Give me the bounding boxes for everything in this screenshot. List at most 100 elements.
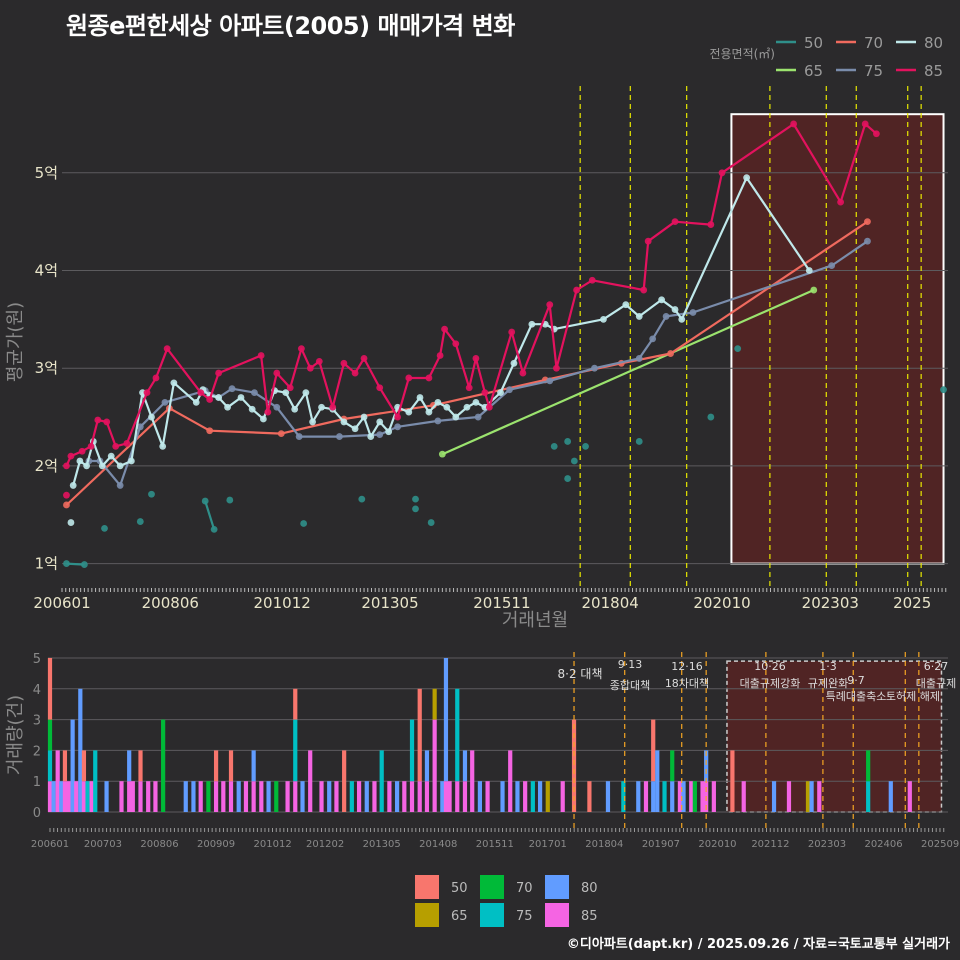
legend-swatch-bottom-70 <box>480 875 504 899</box>
data-point-80 <box>360 413 368 421</box>
x-tick-label-bottom: 201511 <box>476 839 514 850</box>
bar-85 <box>127 781 132 812</box>
data-point-75 <box>662 313 670 320</box>
x-tick-label-bottom: 202112 <box>751 839 789 850</box>
bar-85 <box>153 781 158 812</box>
legend-label-bottom-80: 80 <box>581 881 598 896</box>
bar-50 <box>342 750 347 812</box>
data-point-80 <box>170 379 178 387</box>
bar-85 <box>409 781 415 812</box>
x-tick-label-bottom: 202406 <box>864 839 902 850</box>
bar-85 <box>485 781 490 812</box>
bar-50 <box>730 750 735 812</box>
data-point-70 <box>63 501 70 509</box>
legend-label-70: 70 <box>864 34 883 52</box>
bar-65 <box>805 781 811 812</box>
data-point-80 <box>302 389 310 397</box>
bar-85 <box>146 781 151 812</box>
data-point-50 <box>201 497 209 505</box>
bar-75 <box>866 781 871 812</box>
bar-85 <box>251 781 256 812</box>
bar-85 <box>443 781 449 812</box>
x-tick-label-bottom: 202509 <box>921 839 959 850</box>
legend-label-bottom-50: 50 <box>451 881 468 896</box>
data-point-80 <box>237 394 245 401</box>
bar-85 <box>643 781 649 812</box>
bar-85 <box>308 750 313 812</box>
data-point-85 <box>286 384 294 392</box>
bar-80 <box>327 781 332 812</box>
data-point-85 <box>465 384 473 392</box>
bar-80 <box>651 781 656 812</box>
data-point-85 <box>63 462 70 470</box>
bar-85 <box>62 781 68 812</box>
policy-label: 대출규제 <box>916 677 956 690</box>
bar-70 <box>206 781 211 812</box>
bar-85 <box>677 781 683 812</box>
bar-80 <box>605 781 611 812</box>
legend-label-85: 85 <box>924 62 943 80</box>
data-point-85 <box>588 276 596 284</box>
x-tick-label-bottom: 202303 <box>808 839 846 850</box>
bar-50 <box>417 688 422 782</box>
bar-75 <box>47 750 53 782</box>
data-point-85 <box>481 389 489 397</box>
data-point-80 <box>528 320 536 328</box>
data-point-80 <box>443 403 451 411</box>
policy-date: 9·13 <box>618 658 643 671</box>
bar-75 <box>85 781 90 812</box>
policy-label: 토허제 해제 <box>886 689 940 703</box>
data-point-85 <box>861 120 869 128</box>
data-point-85 <box>197 389 205 397</box>
data-point-85 <box>264 408 272 416</box>
x-tick-label: 201305 <box>361 594 418 612</box>
bar-85 <box>417 781 422 812</box>
data-point-75 <box>228 385 236 393</box>
y-tick-label: 1억 <box>35 555 58 573</box>
bar-65 <box>432 688 437 720</box>
bar-80 <box>59 781 64 812</box>
bar-85 <box>55 750 60 812</box>
bar-80 <box>888 781 893 812</box>
x-tick-label: 201012 <box>254 594 311 612</box>
data-point-50 <box>707 413 715 421</box>
data-point-85 <box>340 359 348 367</box>
policy-date: 10·26 <box>754 660 786 673</box>
bar-85 <box>455 781 460 812</box>
bar-50 <box>81 750 87 782</box>
data-point-85 <box>485 403 493 411</box>
bar-50 <box>293 688 298 720</box>
bar-50 <box>587 781 592 812</box>
bar-80 <box>477 781 482 812</box>
series-line-65 <box>441 288 815 456</box>
data-point-75 <box>295 433 303 440</box>
data-point-85 <box>78 447 86 455</box>
data-point-80 <box>259 415 267 423</box>
data-point-80 <box>69 482 77 489</box>
data-point-85 <box>405 374 413 382</box>
data-point-85 <box>94 416 102 424</box>
bar-75 <box>93 750 98 812</box>
data-point-85 <box>519 369 527 377</box>
policy-label: 8·2 대책 <box>558 666 603 681</box>
bar-80 <box>655 750 660 812</box>
data-point-75 <box>864 237 871 245</box>
data-point-80 <box>83 462 91 470</box>
data-point-85 <box>553 364 560 372</box>
bar-80 <box>537 781 543 812</box>
bar-85 <box>402 781 407 812</box>
bar-85 <box>786 781 792 812</box>
bar-70 <box>866 750 871 782</box>
data-point-85 <box>103 418 111 426</box>
data-point-80 <box>192 398 200 406</box>
legend-swatch-bottom-50 <box>415 875 439 899</box>
data-point-70 <box>206 427 214 435</box>
bar-80 <box>670 781 675 812</box>
bar-85 <box>372 781 377 812</box>
y-tick-label-bottom: 0 <box>33 806 41 821</box>
data-point-80 <box>248 405 256 413</box>
data-point-75 <box>591 364 598 372</box>
bar-85 <box>711 781 716 812</box>
x-tick-label-bottom: 200909 <box>197 839 235 850</box>
